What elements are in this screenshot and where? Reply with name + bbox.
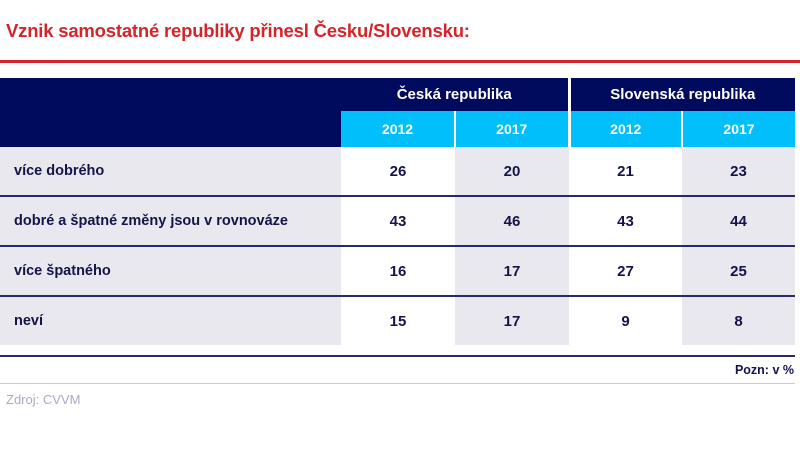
cell-sk-2012: 27 xyxy=(569,245,682,296)
cell-cz-2012: 16 xyxy=(341,245,455,296)
table-row: více dobrého 26 20 21 23 xyxy=(0,147,796,196)
poll-results-table: Česká republika Slovenská republika 2012… xyxy=(0,78,796,345)
cell-sk-2017: 25 xyxy=(682,245,796,296)
header-year-cz-2012: 2012 xyxy=(341,111,455,147)
row-label: více dobrého xyxy=(0,147,341,196)
source-label: Zdroj: CVVM xyxy=(6,392,81,407)
table-header: Česká republika Slovenská republika 2012… xyxy=(0,78,796,147)
cell-cz-2012: 15 xyxy=(341,295,455,345)
cell-cz-2012: 43 xyxy=(341,195,455,246)
row-label: neví xyxy=(0,295,341,345)
table-note: Pozn: v % xyxy=(734,363,794,377)
header-corner-cell-2 xyxy=(0,111,341,147)
header-year-cz-2017: 2017 xyxy=(454,111,569,147)
table-row: více špatného 16 17 27 25 xyxy=(0,245,796,296)
cell-sk-2017: 23 xyxy=(682,147,796,196)
header-year-sk-2017: 2017 xyxy=(680,111,796,147)
data-table-container: Česká republika Slovenská republika 2012… xyxy=(0,78,796,345)
cell-sk-2012: 9 xyxy=(569,295,682,345)
row-label: více špatného xyxy=(0,245,341,296)
table-row: neví 15 17 9 8 xyxy=(0,295,796,345)
table-bottom-divider xyxy=(0,355,795,357)
cell-cz-2017: 17 xyxy=(455,245,569,296)
cell-cz-2012: 26 xyxy=(341,147,455,196)
page-title: Vznik samostatné republiky přinesl Česku… xyxy=(6,20,470,41)
header-country-slovak: Slovenská republika xyxy=(567,78,796,111)
table-row: dobré a špatné změny jsou v rovnováze 43… xyxy=(0,195,796,246)
cell-sk-2017: 8 xyxy=(682,295,796,345)
header-corner-cell xyxy=(0,78,341,111)
cell-cz-2017: 20 xyxy=(455,147,569,196)
row-label: dobré a špatné změny jsou v rovnováze xyxy=(0,195,341,246)
header-country-czech: Česká republika xyxy=(341,78,569,111)
cell-sk-2012: 43 xyxy=(569,195,682,246)
cell-sk-2012: 21 xyxy=(569,147,682,196)
table-body: více dobrého 26 20 21 23 dobré a špatné … xyxy=(0,147,796,345)
title-divider xyxy=(0,60,800,63)
cell-cz-2017: 46 xyxy=(455,195,569,246)
header-row-year: 2012 2017 2012 2017 xyxy=(0,111,796,147)
note-divider xyxy=(0,383,795,384)
header-year-sk-2012: 2012 xyxy=(567,111,682,147)
cell-cz-2017: 17 xyxy=(455,295,569,345)
cell-sk-2017: 44 xyxy=(682,195,796,246)
header-row-country: Česká republika Slovenská republika xyxy=(0,78,796,111)
